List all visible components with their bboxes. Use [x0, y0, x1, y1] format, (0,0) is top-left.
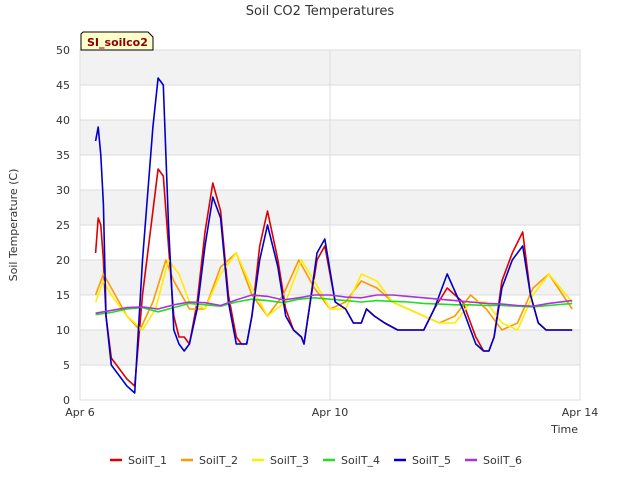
y-tick-label: 15: [56, 289, 70, 302]
x-axis-title: Time: [550, 423, 578, 436]
series-line-soilt_6: [95, 294, 573, 314]
y-tick-label: 45: [56, 79, 70, 92]
series-lines: [94, 77, 573, 394]
x-tick-label: Apr 14: [562, 406, 599, 419]
chart-title: Soil CO2 Temperatures: [246, 4, 395, 19]
station-badge-shape: [80, 31, 154, 51]
series-line-soilt_3: [94, 252, 573, 331]
plot-area: [79, 49, 581, 401]
station-badge: SI_soilco2: [80, 31, 154, 51]
series-line-soilt_5: [94, 77, 573, 394]
y-tick-label: 10: [56, 324, 70, 337]
x-tick-label: Apr 6: [65, 406, 95, 419]
series-line-soilt_4: [95, 296, 573, 316]
legend-label: SoilT_6: [483, 454, 522, 467]
legend-label: SoilT_2: [199, 454, 238, 467]
series-line-soilt_2: [94, 252, 573, 331]
station-badge-label: SI_soilco2: [87, 36, 148, 49]
y-tick-label: 40: [56, 114, 70, 127]
y-tick-label: 5: [63, 359, 70, 372]
y-axis: 0 5 10 15 20 25 30 35 40 45 50: [56, 44, 70, 407]
legend-label: SoilT_5: [412, 454, 451, 467]
legend-label: SoilT_1: [128, 454, 167, 467]
y-axis-title: Soil Temperature (C): [7, 169, 20, 282]
y-tick-label: 0: [63, 394, 70, 407]
x-tick-label: Apr 10: [312, 406, 349, 419]
x-axis: Apr 6 Apr 10 Apr 14: [65, 406, 598, 419]
y-tick-label: 20: [56, 254, 70, 267]
legend-label: SoilT_4: [341, 454, 380, 467]
y-tick-label: 30: [56, 184, 70, 197]
y-tick-label: 35: [56, 149, 70, 162]
legend-label: SoilT_3: [270, 454, 309, 467]
legend: SoilT_1 SoilT_2 SoilT_3 SoilT_4 SoilT_5 SoilT…: [110, 454, 522, 467]
y-tick-label: 50: [56, 44, 70, 57]
y-tick-label: 25: [56, 219, 70, 232]
